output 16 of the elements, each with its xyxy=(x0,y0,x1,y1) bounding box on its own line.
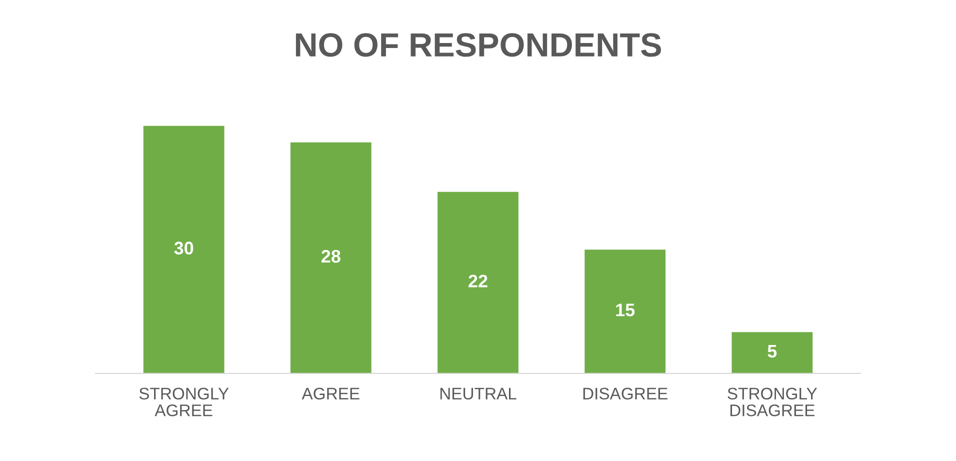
chart-title: NO OF RESPONDENTS xyxy=(296,33,661,57)
data-label: 28 xyxy=(322,250,340,263)
data-label: 15 xyxy=(616,304,635,316)
data-label: 22 xyxy=(468,274,488,288)
bar xyxy=(290,142,372,374)
x-tick-label: DISAGREE xyxy=(583,388,668,400)
bar xyxy=(584,250,666,374)
x-tick-label: STRONGLY AGREE xyxy=(139,388,229,416)
x-tick-label: NEUTRAL xyxy=(440,388,516,400)
data-label: 5 xyxy=(768,345,777,358)
bar xyxy=(143,126,224,374)
x-tick-label: AGREE xyxy=(302,388,360,400)
x-tick-label: STRONGLY DISAGREE xyxy=(728,388,818,416)
bar xyxy=(438,192,518,374)
bar xyxy=(732,332,813,374)
data-label: 30 xyxy=(174,242,194,254)
